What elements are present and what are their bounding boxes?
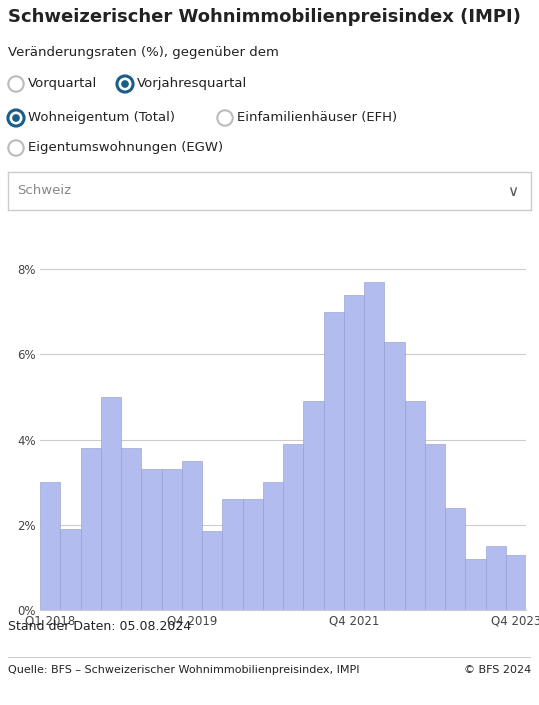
Text: © BFS 2024: © BFS 2024 [464,665,531,675]
Bar [101,397,121,610]
Bar [404,401,425,610]
Text: Einfamilienhäuser (EFH): Einfamilienhäuser (EFH) [237,111,397,125]
Bar [60,529,80,610]
Text: Schweizerischer Wohnimmobilienpreisindex (IMPI): Schweizerischer Wohnimmobilienpreisindex… [8,8,521,26]
Text: Stand der Daten: 05.08.2024: Stand der Daten: 05.08.2024 [8,620,191,633]
Bar [303,401,323,610]
Bar [425,444,445,610]
Bar [323,312,344,610]
Text: Veränderungsraten (%), gegenüber dem: Veränderungsraten (%), gegenüber dem [8,46,279,59]
Bar [262,482,283,610]
Bar [506,555,526,610]
Bar [384,342,404,610]
Text: Quelle: BFS – Schweizerischer Wohnimmobilienpreisindex, IMPI: Quelle: BFS – Schweizerischer Wohnimmobi… [8,665,360,675]
Bar [445,508,465,610]
Text: Wohneigentum (Total): Wohneigentum (Total) [28,111,175,125]
Bar [283,444,303,610]
Bar [40,482,60,610]
Bar [243,499,262,610]
Text: ∨: ∨ [507,183,518,199]
Bar [222,499,243,610]
Bar [344,295,364,610]
Bar [162,470,182,610]
Bar [465,559,486,610]
Bar [80,448,101,610]
Text: Vorjahresquartal: Vorjahresquartal [137,78,247,90]
Text: Eigentumswohnungen (EGW): Eigentumswohnungen (EGW) [28,142,223,154]
Bar [202,531,222,610]
Text: Schweiz: Schweiz [17,185,72,197]
Bar [182,461,202,610]
Text: Vorquartal: Vorquartal [28,78,97,90]
Bar [141,470,162,610]
Bar [364,282,384,610]
Bar [486,546,506,610]
Bar [121,448,141,610]
